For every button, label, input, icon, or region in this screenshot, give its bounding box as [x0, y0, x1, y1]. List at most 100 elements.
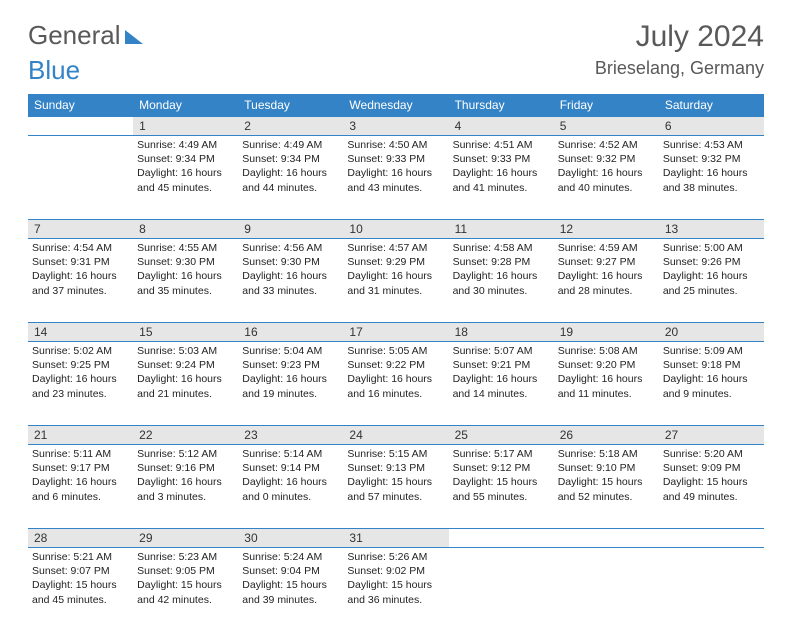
col-thursday: Thursday	[449, 94, 554, 117]
logo-word1: General	[28, 20, 121, 51]
col-friday: Friday	[554, 94, 659, 117]
day-details: Sunrise: 5:09 AMSunset: 9:18 PMDaylight:…	[663, 342, 760, 401]
day-number-cell: 12	[554, 220, 659, 239]
day-details: Sunrise: 5:04 AMSunset: 9:23 PMDaylight:…	[242, 342, 339, 401]
day-details: Sunrise: 5:15 AMSunset: 9:13 PMDaylight:…	[347, 445, 444, 504]
week-row: Sunrise: 5:02 AMSunset: 9:25 PMDaylight:…	[28, 342, 764, 426]
day-number-cell: 16	[238, 323, 343, 342]
col-wednesday: Wednesday	[343, 94, 448, 117]
day-content-cell: Sunrise: 5:09 AMSunset: 9:18 PMDaylight:…	[659, 342, 764, 426]
day-details: Sunrise: 5:12 AMSunset: 9:16 PMDaylight:…	[137, 445, 234, 504]
day-details: Sunrise: 4:59 AMSunset: 9:27 PMDaylight:…	[558, 239, 655, 298]
day-content-cell: Sunrise: 4:49 AMSunset: 9:34 PMDaylight:…	[133, 136, 238, 220]
day-number-cell: 2	[238, 117, 343, 136]
day-content-cell: Sunrise: 5:23 AMSunset: 9:05 PMDaylight:…	[133, 548, 238, 632]
day-content-cell: Sunrise: 5:03 AMSunset: 9:24 PMDaylight:…	[133, 342, 238, 426]
logo-triangle-icon	[125, 30, 143, 44]
day-number-cell: 14	[28, 323, 133, 342]
day-content-cell	[554, 548, 659, 632]
day-details: Sunrise: 5:05 AMSunset: 9:22 PMDaylight:…	[347, 342, 444, 401]
day-number-cell	[28, 117, 133, 136]
week-row: Sunrise: 5:11 AMSunset: 9:17 PMDaylight:…	[28, 445, 764, 529]
day-details: Sunrise: 4:53 AMSunset: 9:32 PMDaylight:…	[663, 136, 760, 195]
day-content-cell: Sunrise: 4:58 AMSunset: 9:28 PMDaylight:…	[449, 239, 554, 323]
day-content-cell: Sunrise: 5:00 AMSunset: 9:26 PMDaylight:…	[659, 239, 764, 323]
day-details: Sunrise: 5:21 AMSunset: 9:07 PMDaylight:…	[32, 548, 129, 607]
day-number-cell: 25	[449, 426, 554, 445]
day-number-cell: 29	[133, 529, 238, 548]
day-number-cell: 21	[28, 426, 133, 445]
week-row: Sunrise: 4:49 AMSunset: 9:34 PMDaylight:…	[28, 136, 764, 220]
day-details: Sunrise: 5:08 AMSunset: 9:20 PMDaylight:…	[558, 342, 655, 401]
logo: General	[28, 20, 143, 51]
day-details: Sunrise: 5:14 AMSunset: 9:14 PMDaylight:…	[242, 445, 339, 504]
daynum-row: 14151617181920	[28, 323, 764, 342]
day-number-cell: 8	[133, 220, 238, 239]
calendar-body: 123456Sunrise: 4:49 AMSunset: 9:34 PMDay…	[28, 117, 764, 632]
day-number-cell: 5	[554, 117, 659, 136]
day-details: Sunrise: 4:54 AMSunset: 9:31 PMDaylight:…	[32, 239, 129, 298]
day-details: Sunrise: 5:03 AMSunset: 9:24 PMDaylight:…	[137, 342, 234, 401]
day-number-cell	[554, 529, 659, 548]
day-content-cell	[449, 548, 554, 632]
day-content-cell: Sunrise: 5:26 AMSunset: 9:02 PMDaylight:…	[343, 548, 448, 632]
day-content-cell: Sunrise: 4:56 AMSunset: 9:30 PMDaylight:…	[238, 239, 343, 323]
day-number-cell: 26	[554, 426, 659, 445]
day-content-cell: Sunrise: 5:18 AMSunset: 9:10 PMDaylight:…	[554, 445, 659, 529]
day-content-cell: Sunrise: 5:17 AMSunset: 9:12 PMDaylight:…	[449, 445, 554, 529]
day-details: Sunrise: 4:49 AMSunset: 9:34 PMDaylight:…	[137, 136, 234, 195]
daynum-row: 21222324252627	[28, 426, 764, 445]
col-tuesday: Tuesday	[238, 94, 343, 117]
day-details: Sunrise: 4:52 AMSunset: 9:32 PMDaylight:…	[558, 136, 655, 195]
daynum-row: 78910111213	[28, 220, 764, 239]
day-number-cell: 6	[659, 117, 764, 136]
day-content-cell: Sunrise: 4:50 AMSunset: 9:33 PMDaylight:…	[343, 136, 448, 220]
day-details: Sunrise: 5:26 AMSunset: 9:02 PMDaylight:…	[347, 548, 444, 607]
day-details: Sunrise: 5:17 AMSunset: 9:12 PMDaylight:…	[453, 445, 550, 504]
day-content-cell: Sunrise: 5:07 AMSunset: 9:21 PMDaylight:…	[449, 342, 554, 426]
day-details: Sunrise: 5:07 AMSunset: 9:21 PMDaylight:…	[453, 342, 550, 401]
day-number-cell: 13	[659, 220, 764, 239]
day-content-cell: Sunrise: 5:21 AMSunset: 9:07 PMDaylight:…	[28, 548, 133, 632]
day-number-cell: 15	[133, 323, 238, 342]
day-details: Sunrise: 4:49 AMSunset: 9:34 PMDaylight:…	[242, 136, 339, 195]
day-details: Sunrise: 4:58 AMSunset: 9:28 PMDaylight:…	[453, 239, 550, 298]
day-content-cell: Sunrise: 5:02 AMSunset: 9:25 PMDaylight:…	[28, 342, 133, 426]
daynum-row: 123456	[28, 117, 764, 136]
day-number-cell: 19	[554, 323, 659, 342]
day-number-cell: 3	[343, 117, 448, 136]
day-content-cell: Sunrise: 4:57 AMSunset: 9:29 PMDaylight:…	[343, 239, 448, 323]
week-row: Sunrise: 5:21 AMSunset: 9:07 PMDaylight:…	[28, 548, 764, 632]
day-content-cell: Sunrise: 5:20 AMSunset: 9:09 PMDaylight:…	[659, 445, 764, 529]
day-number-cell: 23	[238, 426, 343, 445]
day-details: Sunrise: 4:55 AMSunset: 9:30 PMDaylight:…	[137, 239, 234, 298]
day-number-cell: 28	[28, 529, 133, 548]
week-row: Sunrise: 4:54 AMSunset: 9:31 PMDaylight:…	[28, 239, 764, 323]
day-content-cell: Sunrise: 4:53 AMSunset: 9:32 PMDaylight:…	[659, 136, 764, 220]
day-details: Sunrise: 4:51 AMSunset: 9:33 PMDaylight:…	[453, 136, 550, 195]
day-number-cell: 9	[238, 220, 343, 239]
col-monday: Monday	[133, 94, 238, 117]
day-number-cell: 18	[449, 323, 554, 342]
day-number-cell: 11	[449, 220, 554, 239]
day-content-cell: Sunrise: 4:55 AMSunset: 9:30 PMDaylight:…	[133, 239, 238, 323]
day-number-cell: 20	[659, 323, 764, 342]
day-details: Sunrise: 5:18 AMSunset: 9:10 PMDaylight:…	[558, 445, 655, 504]
logo-word2: Blue	[28, 55, 764, 86]
day-content-cell: Sunrise: 5:12 AMSunset: 9:16 PMDaylight:…	[133, 445, 238, 529]
day-content-cell: Sunrise: 4:49 AMSunset: 9:34 PMDaylight:…	[238, 136, 343, 220]
day-content-cell	[659, 548, 764, 632]
day-content-cell: Sunrise: 5:11 AMSunset: 9:17 PMDaylight:…	[28, 445, 133, 529]
day-content-cell: Sunrise: 5:08 AMSunset: 9:20 PMDaylight:…	[554, 342, 659, 426]
day-number-cell: 22	[133, 426, 238, 445]
day-details: Sunrise: 5:02 AMSunset: 9:25 PMDaylight:…	[32, 342, 129, 401]
day-content-cell: Sunrise: 5:05 AMSunset: 9:22 PMDaylight:…	[343, 342, 448, 426]
day-details: Sunrise: 4:50 AMSunset: 9:33 PMDaylight:…	[347, 136, 444, 195]
day-content-cell: Sunrise: 5:24 AMSunset: 9:04 PMDaylight:…	[238, 548, 343, 632]
day-content-cell: Sunrise: 4:59 AMSunset: 9:27 PMDaylight:…	[554, 239, 659, 323]
daynum-row: 28293031	[28, 529, 764, 548]
day-number-cell: 17	[343, 323, 448, 342]
day-details: Sunrise: 5:24 AMSunset: 9:04 PMDaylight:…	[242, 548, 339, 607]
day-number-cell: 1	[133, 117, 238, 136]
day-details: Sunrise: 5:11 AMSunset: 9:17 PMDaylight:…	[32, 445, 129, 504]
